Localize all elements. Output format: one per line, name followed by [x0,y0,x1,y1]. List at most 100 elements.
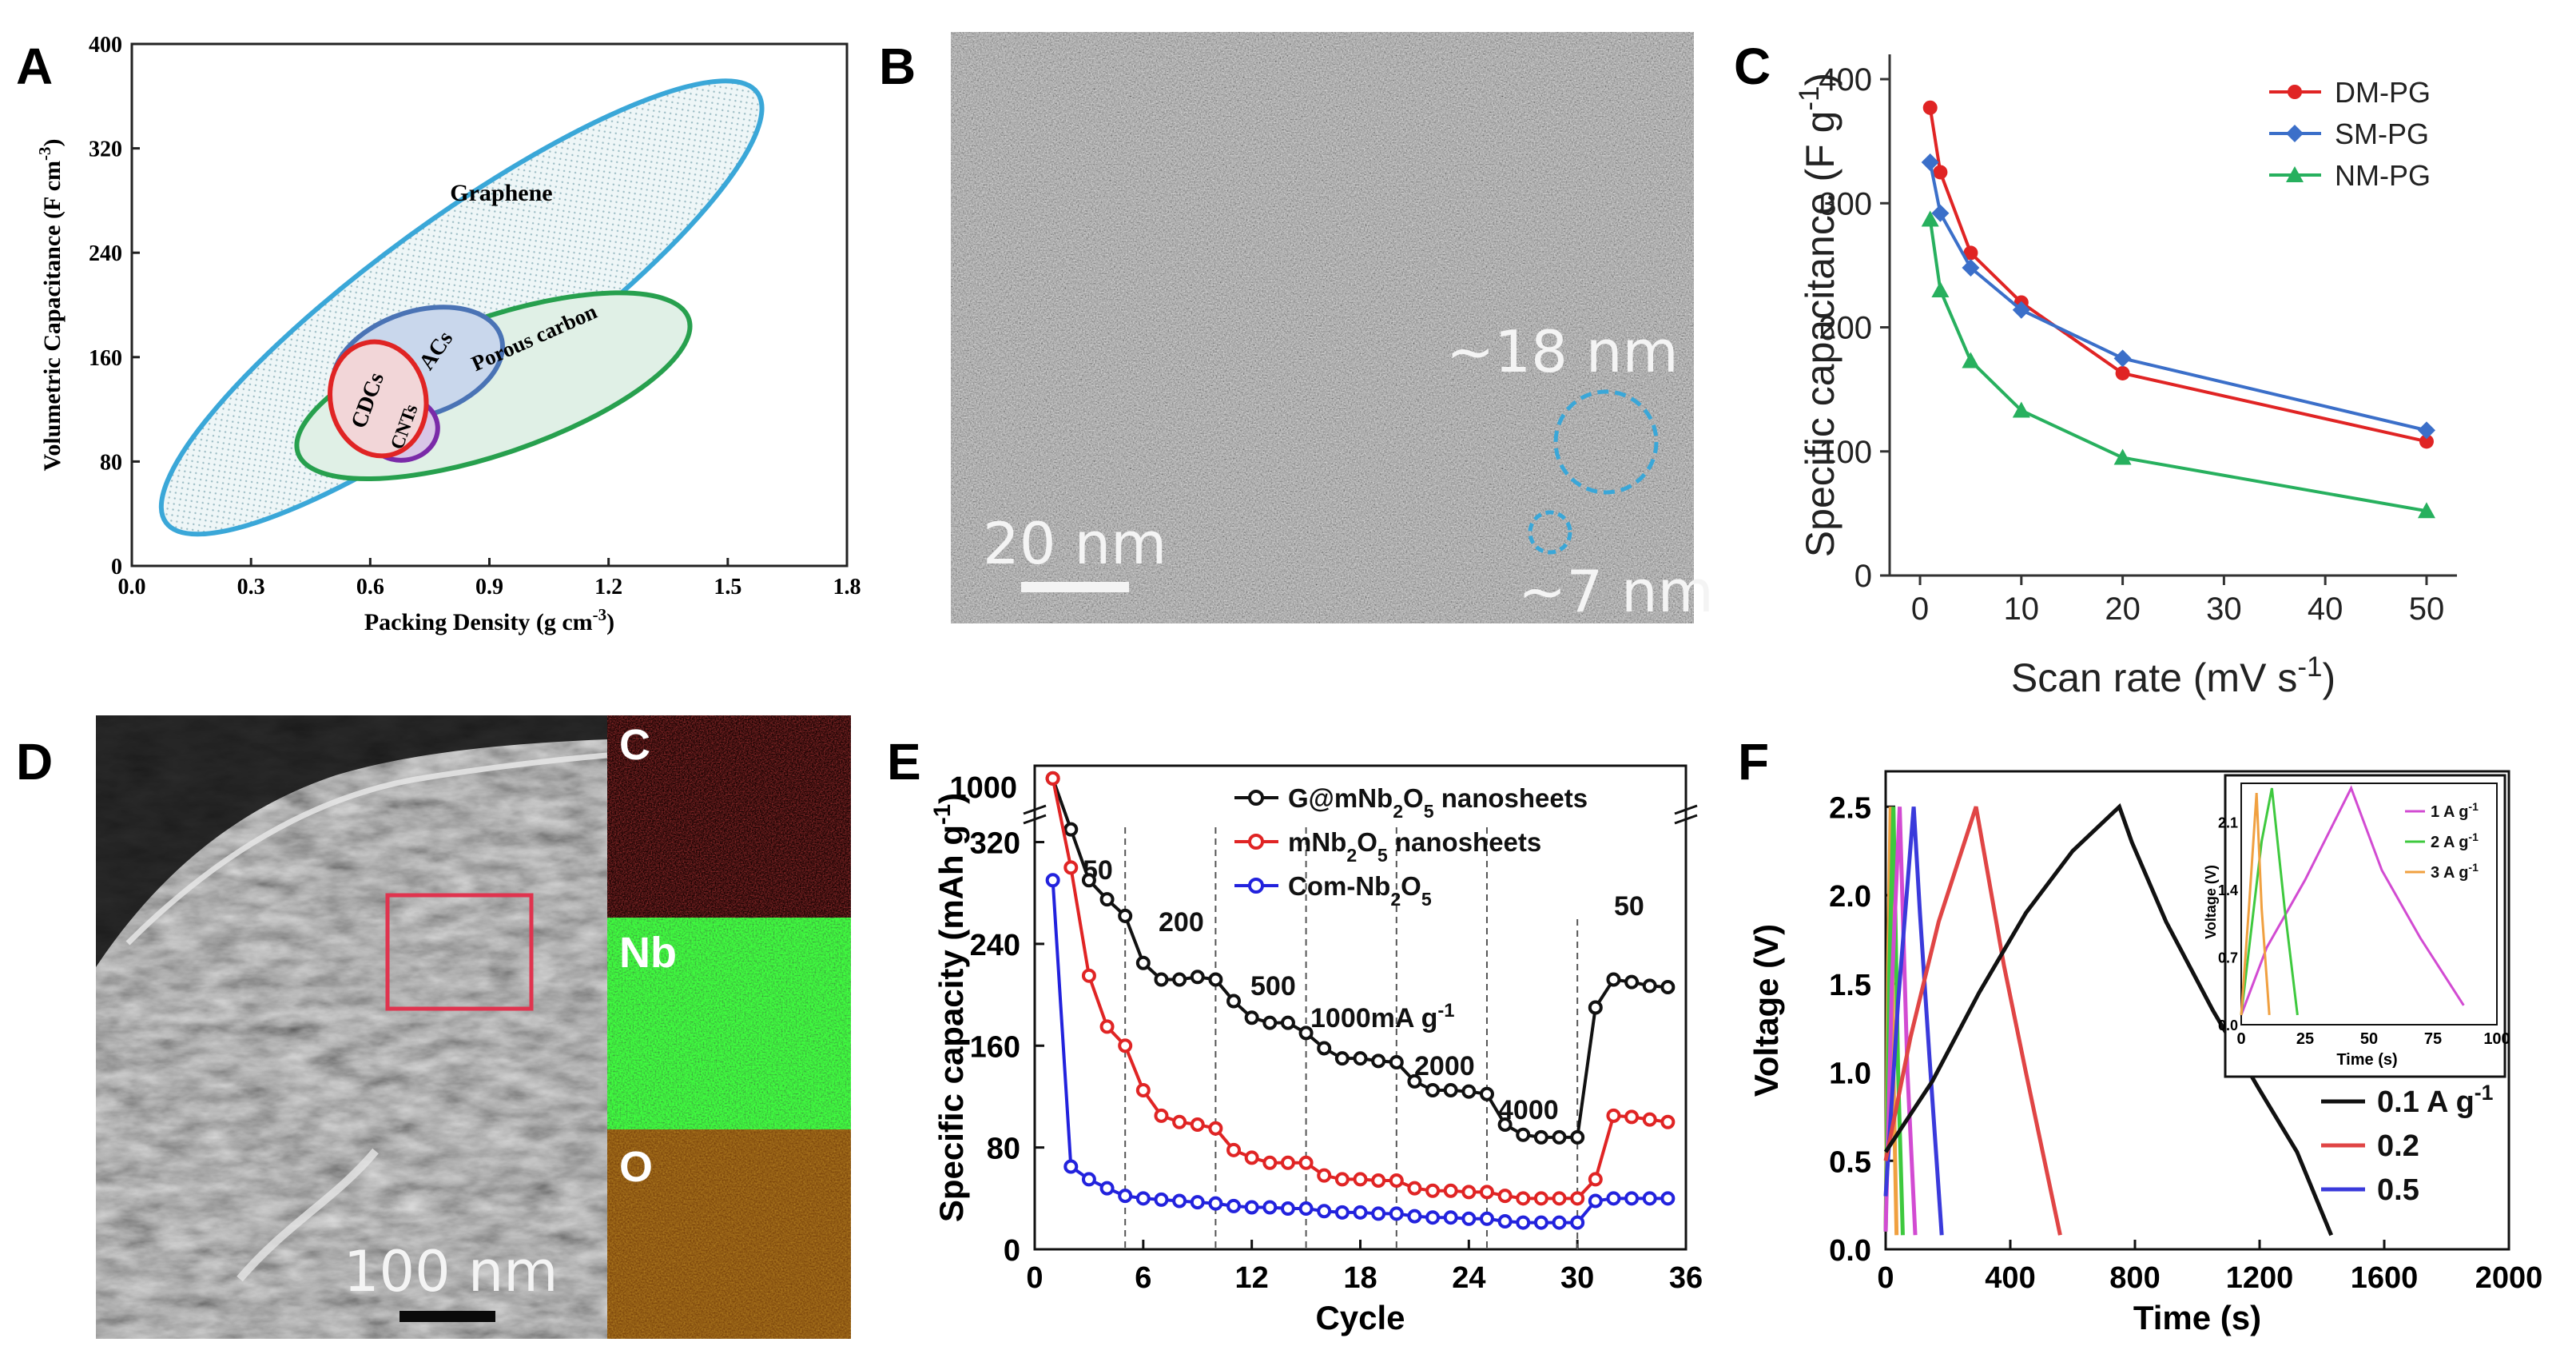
data-point-sm-pg [1921,153,1939,172]
sem-dark-region [96,715,607,967]
data-point-nm-pg [2417,502,2435,519]
data-point-com-nb2o5 [1443,1210,1458,1225]
data-point-com-nb2o5 [1624,1191,1640,1206]
data-point-com-nb2o5 [1045,873,1060,888]
rate-label: 500 [1250,971,1296,1002]
x-tick-label-f: 2000 [2475,1261,2543,1295]
data-point-dm-pg [1963,245,1978,261]
rate-label: 50 [1614,891,1644,922]
data-point-com-nb2o5 [1660,1191,1676,1206]
y-tick-label-f: 2.0 [1829,880,1871,914]
x-tick-label-a: 0.9 [475,575,503,599]
data-point-mnb2o5 [1298,1155,1314,1170]
data-point-g-mnb2o5 [1497,1117,1513,1132]
y-tick-label-a: 320 [89,137,122,162]
legend-label-dm-pg: DM-PG [2335,76,2431,109]
x-tick-label-c: 0 [1911,591,1929,627]
data-point-g-mnb2o5 [1570,1129,1585,1145]
data-point-dm-pg [1922,100,1938,115]
legend-label-mnb2o5: mNb2O5 nanosheets [1288,827,1541,866]
data-point-g-mnb2o5 [1280,1015,1295,1030]
x-tick-label-e: 6 [1135,1261,1151,1295]
x-tick-label-c: 40 [2308,591,2343,627]
data-point-g-mnb2o5 [1334,1051,1350,1066]
inset-y-tick-label: 0.0 [2218,1018,2238,1033]
data-point-mnb2o5 [1552,1191,1567,1206]
x-axis-label-f: Time (s) [2133,1299,2261,1336]
data-point-mnb2o5 [1334,1172,1350,1187]
inset-legend-label: 1 A g-1 [2431,800,2479,821]
data-point-com-nb2o5 [1334,1205,1350,1220]
inset-x-tick-label: 100 [2483,1030,2510,1048]
y-tick-label-a: 400 [89,33,122,58]
series-curve-0.2 [1883,806,2062,1236]
data-point-dm-pg [1933,165,1948,180]
data-point-mnb2o5 [1081,968,1096,983]
data-point-mnb2o5 [1226,1142,1242,1157]
panel-d: D 100 nm C Nb O [16,715,851,1339]
data-point-g-mnb2o5 [1244,1010,1259,1025]
series-curve-0.1 [1883,802,2334,1237]
series-line-dm-pg [1928,107,2427,444]
data-point-mnb2o5 [1660,1114,1676,1129]
data-point-mnb2o5 [1317,1168,1332,1183]
data-point-nm-pg [2012,401,2030,418]
panel-f: F 0 400 800 1200 1600 2000 0.0 0.5 1.0 1.5 2.0 2.5 T… [1738,733,2542,1336]
inset-series-curve [2240,792,2271,1016]
data-point-mnb2o5 [1642,1112,1657,1127]
rate-label: 2000 [1414,1051,1475,1081]
y-tick-label-e: 160 [970,1030,1020,1064]
data-point-mnb2o5 [1118,1038,1133,1053]
data-point-nm-pg [1921,210,1939,227]
data-point-com-nb2o5 [1099,1181,1115,1196]
data-point-mnb2o5 [1371,1173,1386,1189]
data-point-g-mnb2o5 [1660,980,1676,995]
data-point-g-mnb2o5 [1135,955,1151,970]
data-point-g-mnb2o5 [1516,1127,1531,1142]
data-point-sm-pg [2012,301,2030,319]
x-tick-label-f: 0 [1877,1261,1894,1295]
data-point-sm-pg [1931,204,1950,222]
data-point-g-mnb2o5 [1226,994,1242,1009]
x-axis-label-a: Packing Density (g cm-3) [364,605,614,635]
y-tick-label-a: 160 [89,346,122,371]
y-axis-label-f: Voltage (V) [1747,924,1785,1097]
x-tick-label-c: 20 [2105,591,2141,627]
y-tick-label-c: 0 [1854,559,1872,594]
data-point-mnb2o5 [1624,1109,1640,1125]
x-tick-label-a: 0.6 [356,575,384,599]
data-point-nm-pg [1962,352,1980,368]
data-point-g-mnb2o5 [1533,1129,1548,1145]
inset-y-tick-label: 2.1 [2218,814,2238,830]
data-point-sm-pg [1962,259,1980,277]
data-point-com-nb2o5 [1389,1206,1404,1221]
data-point-mnb2o5 [1262,1155,1278,1170]
y-tick-label-f: 1.0 [1829,1057,1871,1091]
data-point-com-nb2o5 [1479,1211,1494,1226]
x-tick-label-a: 1.5 [714,575,741,599]
data-point-g-mnb2o5 [1425,1082,1441,1097]
legend-label-nm-pg: NM-PG [2335,159,2431,192]
data-point-g-mnb2o5 [1063,822,1079,837]
large-pore-size: ~18 nm [1446,318,1679,385]
data-point-mnb2o5 [1407,1181,1422,1196]
data-point-com-nb2o5 [1154,1192,1169,1207]
y-tick-label-e: 0 [1004,1234,1020,1268]
y-tick-label-f: 0.5 [1829,1145,1871,1179]
legend-label-sm-pg: SM-PG [2335,117,2429,150]
data-point-com-nb2o5 [1588,1193,1603,1209]
data-point-g-mnb2o5 [1208,972,1223,987]
y-tick-label-f: 1.5 [1829,969,1871,1002]
x-tick-label-f: 1200 [2226,1261,2294,1295]
data-point-mnb2o5 [1063,860,1079,875]
data-point-g-mnb2o5 [1081,873,1096,888]
y-break-label-e: 1000 [949,771,1017,805]
data-point-mnb2o5 [1425,1183,1441,1198]
data-point-mnb2o5 [1606,1108,1621,1123]
data-point-mnb2o5 [1099,1019,1115,1034]
x-tick-label-a: 1.2 [594,575,622,599]
data-point-com-nb2o5 [1533,1215,1548,1230]
plot-frame-f [1884,770,2510,1251]
